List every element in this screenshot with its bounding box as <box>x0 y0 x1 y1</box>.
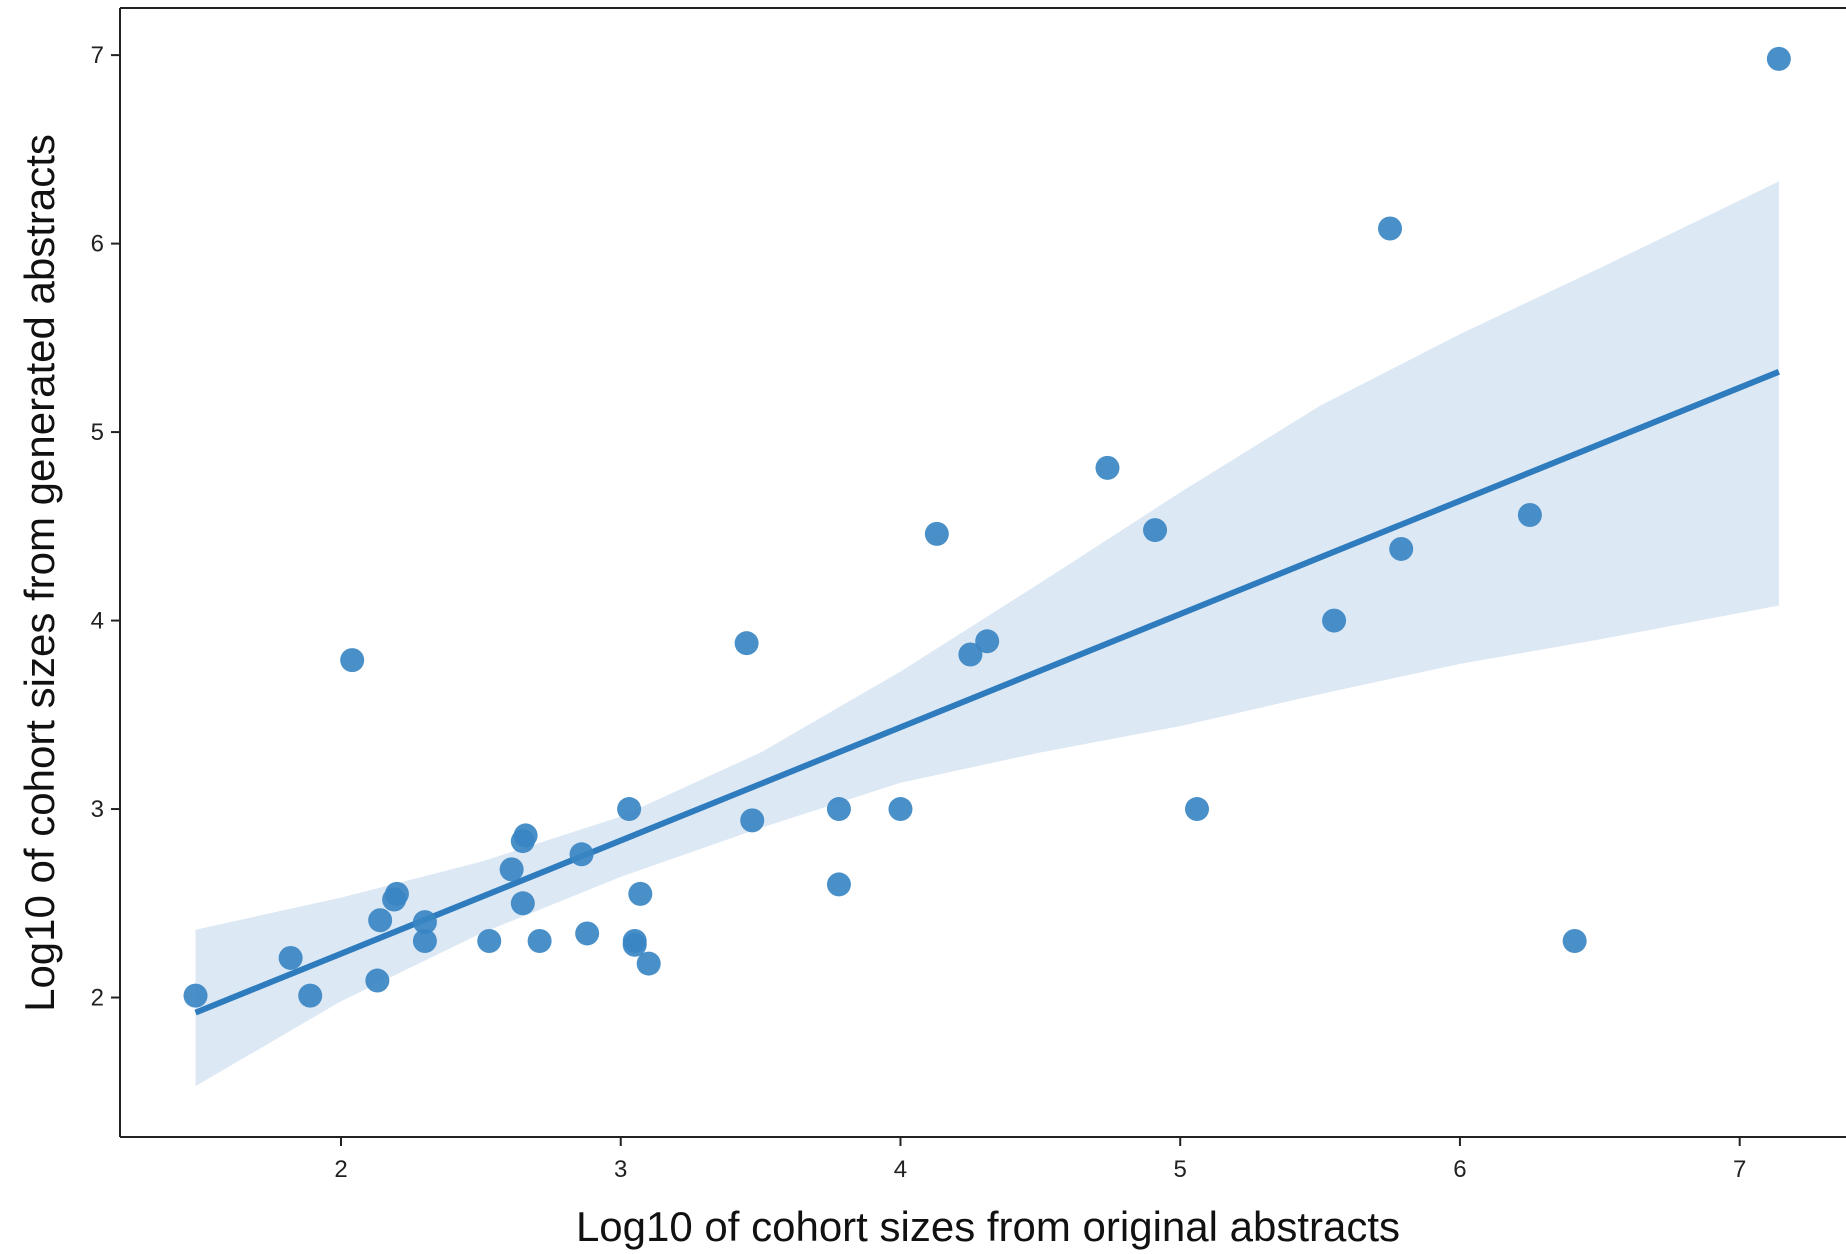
y-tick-label: 4 <box>91 608 104 635</box>
data-point <box>527 928 552 953</box>
data-point <box>1322 608 1347 633</box>
y-tick-label: 6 <box>91 231 104 258</box>
x-tick-label: 2 <box>334 1156 347 1183</box>
data-point <box>617 797 642 822</box>
data-point <box>1389 536 1414 561</box>
data-point <box>958 642 983 667</box>
data-point <box>513 823 538 848</box>
data-point <box>499 857 524 882</box>
plot-area <box>183 46 1791 1087</box>
data-point <box>477 928 502 953</box>
data-point <box>384 881 409 906</box>
data-point <box>636 951 661 976</box>
data-point <box>278 945 303 970</box>
data-point <box>340 648 365 673</box>
data-point <box>1766 46 1791 71</box>
data-point <box>888 797 913 822</box>
y-axis-label: Log10 of cohort sizes from generated abs… <box>16 134 63 1012</box>
data-point <box>1143 518 1168 543</box>
regression-line <box>194 368 1780 1016</box>
x-axis-label: Log10 of cohort sizes from original abst… <box>576 1203 1400 1250</box>
y-tick-label: 3 <box>91 796 104 823</box>
axes: 2 3 4 5 6 7 2 3 4 5 6 7 <box>91 7 1846 1183</box>
data-point <box>412 910 437 935</box>
data-point <box>569 842 594 867</box>
data-point <box>575 921 600 946</box>
data-point <box>1562 928 1587 953</box>
x-tick-label: 6 <box>1453 1156 1466 1183</box>
data-point <box>826 797 851 822</box>
y-tick-label: 5 <box>91 419 104 446</box>
data-point <box>734 631 759 656</box>
data-point <box>412 928 437 953</box>
data-point <box>1185 797 1210 822</box>
y-tick-label: 2 <box>91 985 104 1012</box>
x-tick-label: 7 <box>1733 1156 1746 1183</box>
y-tick-label: 7 <box>91 42 104 69</box>
data-point <box>183 983 208 1008</box>
data-point <box>368 908 393 933</box>
data-point <box>622 932 647 957</box>
data-point <box>740 808 765 833</box>
data-point <box>510 891 535 916</box>
x-tick-label: 4 <box>894 1156 907 1183</box>
x-tick-label: 5 <box>1174 1156 1187 1183</box>
data-point <box>975 629 1000 654</box>
data-point <box>298 983 323 1008</box>
x-tick-label: 3 <box>614 1156 627 1183</box>
data-point <box>628 881 653 906</box>
data-point <box>826 872 851 897</box>
data-point <box>1517 503 1542 528</box>
data-point <box>1095 455 1120 480</box>
data-point <box>365 968 390 993</box>
data-point <box>1378 216 1403 241</box>
data-point <box>924 521 949 546</box>
